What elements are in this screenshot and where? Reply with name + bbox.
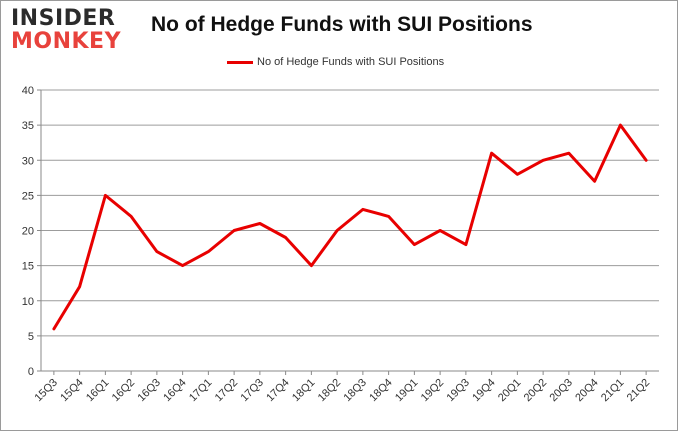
x-tick-label: 18Q1: [290, 377, 318, 405]
x-tick-label: 17Q4: [264, 377, 292, 405]
series-line: [52, 123, 648, 331]
y-tick-label: 40: [22, 85, 34, 97]
y-tick-label: 20: [22, 226, 34, 238]
logo-line-insider: INSIDER: [11, 6, 116, 31]
x-tick-label: 17Q3: [238, 377, 266, 405]
x-tick-label: 15Q4: [58, 377, 86, 405]
x-tick-label: 19Q1: [393, 377, 421, 405]
chart-title: No of Hedge Funds with SUI Positions: [151, 13, 533, 36]
y-tick-label: 10: [22, 296, 34, 308]
x-tick-label: 17Q1: [187, 377, 215, 405]
legend-swatch: [227, 60, 253, 64]
y-tick-label: 5: [28, 331, 34, 343]
x-tick-label: 16Q4: [161, 377, 189, 405]
x-tick-label: 18Q2: [316, 377, 344, 405]
x-tick-label: 21Q2: [625, 377, 653, 405]
insider-monkey-logo: INSIDER MONKEY: [11, 7, 129, 53]
y-tick-label: 25: [22, 190, 34, 202]
x-tick-label: 18Q4: [367, 377, 395, 405]
x-tick-label: 16Q2: [110, 377, 138, 405]
x-tick-label: 20Q3: [547, 377, 575, 405]
x-tick-label: 21Q1: [599, 377, 627, 405]
x-tick-label: 17Q2: [213, 377, 241, 405]
y-tick-label: 15: [22, 261, 34, 273]
y-tick-label: 30: [22, 155, 34, 167]
chart-legend: No of Hedge Funds with SUI Positions: [227, 55, 444, 69]
legend-label: No of Hedge Funds with SUI Positions: [257, 56, 445, 68]
x-tick-label: 19Q2: [419, 377, 447, 405]
y-tick-label: 35: [22, 120, 34, 132]
x-tick-label: 16Q3: [135, 377, 163, 405]
x-tick-label: 15Q3: [32, 377, 60, 405]
x-tick-label: 16Q1: [84, 377, 112, 405]
logo-line-monkey: MONKEY: [11, 29, 122, 54]
x-tick-label: 19Q4: [470, 377, 498, 405]
x-tick-label: 18Q3: [341, 377, 369, 405]
x-tick-label: 20Q4: [573, 377, 601, 405]
x-tick-label: 19Q3: [444, 377, 472, 405]
y-tick-label: 0: [28, 366, 34, 378]
x-tick-label: 20Q2: [522, 377, 550, 405]
x-tick-label: 20Q1: [496, 377, 524, 405]
